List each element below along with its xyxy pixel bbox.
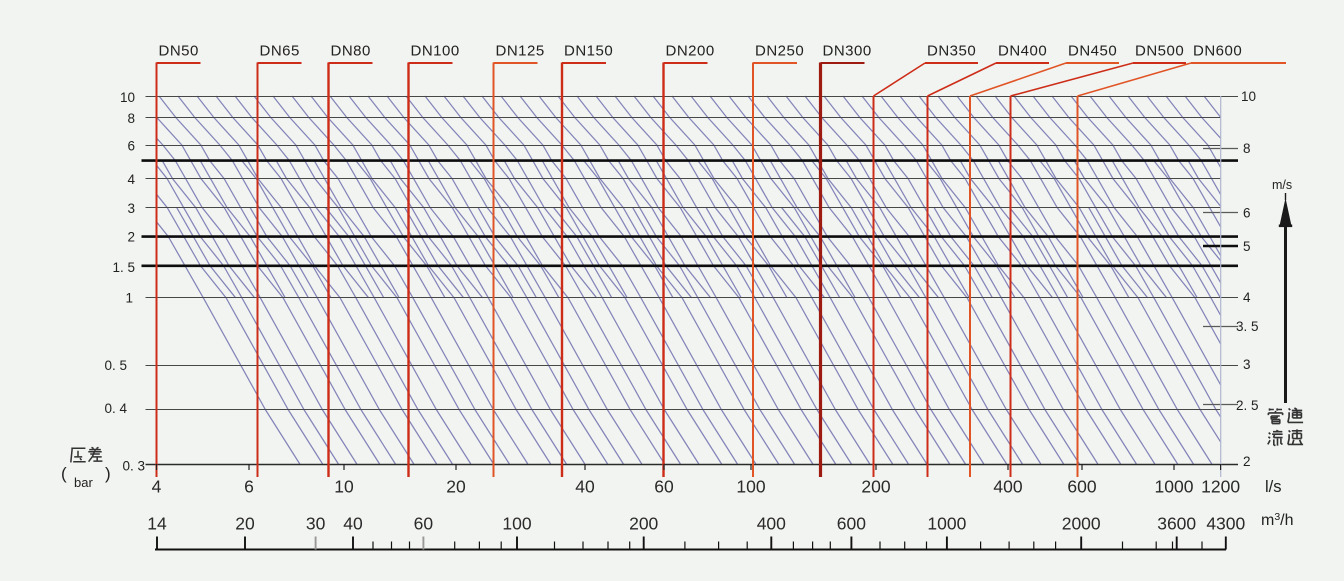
svg-text:10: 10 — [334, 477, 354, 497]
svg-text:2: 2 — [127, 230, 135, 245]
svg-text:600: 600 — [837, 514, 866, 534]
svg-text:10: 10 — [120, 90, 135, 105]
svg-text:20: 20 — [235, 514, 255, 534]
svg-text:6: 6 — [1243, 206, 1251, 221]
svg-text:1. 5: 1. 5 — [112, 260, 135, 275]
svg-text:60: 60 — [654, 477, 674, 497]
svg-text:4: 4 — [1243, 290, 1251, 305]
svg-text:DN50: DN50 — [159, 43, 199, 60]
svg-text:200: 200 — [629, 514, 658, 534]
svg-text:DN300: DN300 — [823, 43, 872, 60]
svg-text:200: 200 — [861, 477, 890, 497]
svg-text:40: 40 — [343, 514, 363, 534]
svg-text:4: 4 — [127, 172, 135, 187]
svg-text:2. 5: 2. 5 — [1236, 398, 1259, 413]
svg-text:400: 400 — [993, 477, 1022, 497]
svg-text:0. 5: 0. 5 — [104, 358, 127, 373]
svg-text:DN100: DN100 — [411, 43, 460, 60]
svg-text:6: 6 — [127, 139, 135, 154]
svg-text:DN250: DN250 — [755, 43, 804, 60]
svg-text:3600: 3600 — [1157, 514, 1196, 534]
svg-text:DN125: DN125 — [496, 43, 545, 60]
svg-text:1200: 1200 — [1201, 477, 1240, 497]
svg-text:20: 20 — [446, 477, 466, 497]
svg-text:3: 3 — [127, 201, 135, 216]
svg-text:1000: 1000 — [927, 514, 966, 534]
svg-text:10: 10 — [1241, 89, 1256, 104]
svg-text:DN150: DN150 — [564, 43, 613, 60]
svg-text:(: ( — [61, 464, 67, 483]
svg-text:2000: 2000 — [1062, 514, 1101, 534]
svg-text:DN600: DN600 — [1193, 43, 1242, 60]
svg-text:8: 8 — [127, 111, 135, 126]
svg-text:0. 4: 0. 4 — [104, 401, 127, 416]
svg-text:100: 100 — [736, 477, 765, 497]
svg-text:DN65: DN65 — [260, 43, 300, 60]
svg-text:400: 400 — [757, 514, 786, 534]
svg-text:m3/h: m3/h — [1261, 511, 1294, 529]
svg-text:4: 4 — [152, 477, 162, 497]
svg-text:3. 5: 3. 5 — [1236, 319, 1259, 334]
svg-text:2: 2 — [1243, 454, 1251, 469]
svg-text:4300: 4300 — [1206, 514, 1245, 534]
svg-text:DN500: DN500 — [1135, 43, 1184, 60]
svg-text:DN450: DN450 — [1068, 43, 1117, 60]
svg-text:0. 3: 0. 3 — [122, 459, 145, 474]
svg-text:m/s: m/s — [1272, 178, 1292, 192]
svg-text:1000: 1000 — [1155, 477, 1194, 497]
svg-text:60: 60 — [414, 514, 434, 534]
svg-text:1: 1 — [125, 291, 133, 306]
svg-text:DN80: DN80 — [331, 43, 371, 60]
svg-text:DN350: DN350 — [927, 43, 976, 60]
svg-text:100: 100 — [502, 514, 531, 534]
svg-text:DN200: DN200 — [666, 43, 715, 60]
svg-text:3: 3 — [1243, 357, 1251, 372]
svg-text:8: 8 — [1243, 141, 1251, 156]
svg-text:14: 14 — [147, 514, 167, 534]
svg-text:5: 5 — [1243, 239, 1251, 254]
svg-text:l/s: l/s — [1265, 478, 1282, 496]
svg-text:bar: bar — [74, 475, 93, 490]
svg-text:): ) — [105, 464, 111, 483]
svg-text:DN400: DN400 — [998, 43, 1047, 60]
svg-text:600: 600 — [1067, 477, 1096, 497]
svg-text:40: 40 — [575, 477, 595, 497]
svg-text:30: 30 — [306, 514, 326, 534]
svg-text:6: 6 — [244, 477, 254, 497]
